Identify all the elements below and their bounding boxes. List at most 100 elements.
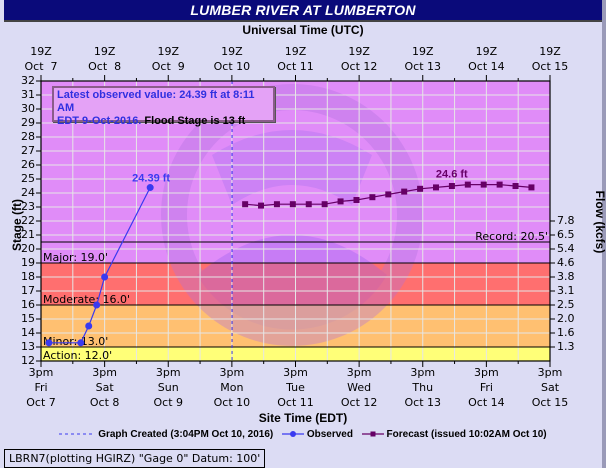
site-time-tick-label: 3pm Sat Oct 8 [89,366,120,409]
flow-tick-label: 7.8 [557,214,575,227]
forecast-point [496,181,503,188]
utc-tick-label: 19Z Oct 11 [277,45,314,73]
flow-tick-label: 3.8 [557,270,575,283]
major-stage-label: Major: 19.0' [43,251,108,264]
legend-forecast-label: Forecast (issued 10:02AM Oct 10) [386,429,547,440]
observed-point [77,339,85,347]
stage-tick-label: 18 [21,270,35,283]
legend: Graph Created (3:04PM Oct 10, 2016) Obse… [0,429,606,440]
observed-point [45,339,53,347]
noaa-watermark [161,84,423,346]
forecast-point [528,184,535,191]
forecast-peak-label: 24.6 ft [436,169,468,181]
stage-tick-label: 21 [21,228,35,241]
utc-tick-label: 19Z Oct 8 [88,45,122,73]
forecast-point [512,183,519,189]
flow-tick-label: 1.3 [557,340,575,353]
forecast-point [273,201,280,208]
utc-tick-label: 19Z Oct 7 [24,45,58,73]
flow-tick-label: 4.6 [557,256,575,269]
observed-peak-label: 24.39 ft [132,173,170,185]
stage-tick-label: 22 [21,214,35,227]
legend-observed: Observed [282,429,353,440]
forecast-point [480,181,487,188]
stage-tick-label: 12 [21,354,35,367]
flow-tick-label: 1.6 [557,326,575,339]
action-stage-label: Action: 12.0' [43,349,112,362]
site-time-tick-label: 3pm Wed Oct 12 [340,366,378,409]
utc-tick-label: 19Z Oct 12 [340,45,378,73]
forecast-point [305,201,312,208]
observed-marker-icon [282,431,305,438]
forecast-point [258,202,265,209]
site-time-tick-label: 3pm Thu Oct 13 [404,366,441,409]
site-time-tick-label: 3pm Fri Oct 14 [468,366,505,409]
legend-graph-created: Graph Created (3:04PM Oct 10, 2016) [59,429,273,440]
forecast-point [337,198,344,205]
latest-observation-box: Latest observed value: 24.39 ft at 8:11 … [52,86,275,127]
stage-tick-label: 19 [21,256,35,269]
forecast-point [353,197,360,203]
observed-point [146,184,154,192]
forecast-point [242,201,249,208]
stage-tick-label: 26 [21,158,35,171]
observed-point [85,322,93,330]
forecast-point [417,185,424,192]
stage-tick-label: 13 [21,340,35,353]
stage-tick-label: 29 [21,116,35,129]
stage-tick-label: 16 [21,298,35,311]
flow-tick-label: 3.1 [557,284,575,297]
forecast-point [448,183,455,189]
observed-line [48,187,151,344]
chart-title: LUMBER RIVER AT LUMBERTON [190,2,416,18]
stage-tick-label: 20 [21,242,35,255]
stage-tick-label: 27 [21,144,35,157]
stage-tick-label: 15 [21,312,35,325]
forecast-point [385,191,392,198]
observed-point [101,273,109,281]
dashed-line-icon [59,433,96,435]
utc-axis-title: Universal Time (UTC) [242,23,364,37]
stage-tick-label: 28 [21,130,35,143]
flow-tick-label: 6.5 [557,228,575,241]
site-time-tick-label: 3pm Sun Oct 9 [153,366,183,409]
utc-tick-label: 19Z Oct 9 [151,45,185,73]
forecast-marker-icon [361,431,384,437]
forecast-point [401,188,408,195]
site-time-tick-label: 3pm Sat Oct 15 [531,366,569,409]
latest-observation-date: EDT 9-Oct-2016. [57,115,142,127]
flow-tick-label: 2.5 [557,298,575,311]
moderate-stage-label: Moderate: 16.0' [43,293,130,306]
site-time-tick-label: 3pm Fri Oct 7 [26,366,56,409]
stage-tick-label: 23 [21,200,35,213]
site-time-tick-label: 3pm Mon Oct 10 [213,366,251,409]
utc-tick-label: 19Z Oct 15 [531,45,569,73]
site-time-axis-title: Site Time (EDT) [258,411,348,425]
utc-tick-label: 19Z Oct 14 [468,45,505,73]
stage-tick-label: 14 [21,326,35,339]
utc-tick-label: 19Z Oct 13 [404,45,441,73]
observed-point [93,301,101,309]
forecast-point [464,181,471,188]
stage-tick-label: 31 [21,88,35,101]
stage-tick-label: 30 [21,102,35,115]
utc-tick-label: 19Z Oct 10 [213,45,251,73]
forecast-point [433,184,440,191]
record-stage-label: Record: 20.5' [475,230,548,243]
forecast-point [369,194,376,201]
stage-tick-label: 24 [21,186,35,199]
flood-stage-text: Flood Stage is 13 ft [141,115,246,127]
forecast-point [321,201,328,208]
window-edge [602,0,606,468]
legend-forecast: Forecast (issued 10:02AM Oct 10) [361,429,547,440]
gage-info-footer: LBRN7(plotting HGIRZ) "Gage 0" Datum: 10… [4,449,266,468]
legend-observed-label: Observed [306,429,353,440]
site-time-tick-label: 3pm Tue Oct 11 [277,366,314,409]
flow-tick-label: 2.0 [557,312,575,325]
legend-graph-created-label: Graph Created (3:04PM Oct 10, 2016) [98,429,274,440]
stage-tick-label: 25 [21,172,35,185]
chart-title-bar: LUMBER RIVER AT LUMBERTON [4,0,602,22]
minor-stage-label: Minor: 13.0' [43,335,108,348]
latest-observation-line1: Latest observed value: 24.39 ft at 8:11 … [57,89,255,114]
